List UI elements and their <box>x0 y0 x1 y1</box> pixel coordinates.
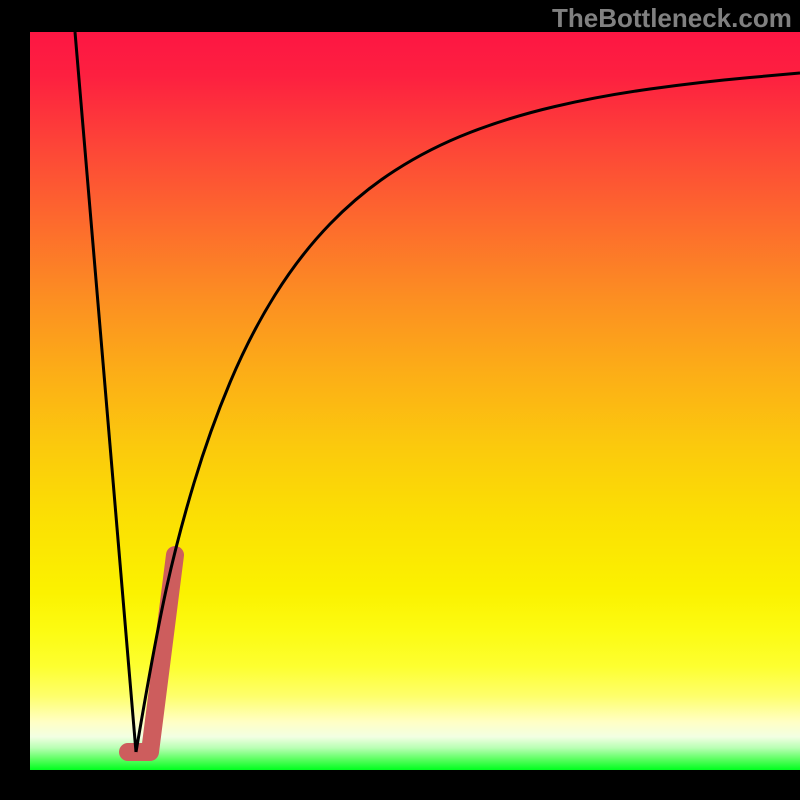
attribution-text: TheBottleneck.com <box>552 3 792 34</box>
bottleneck-chart <box>0 0 800 800</box>
chart-frame-border <box>0 770 800 800</box>
chart-frame-border <box>0 0 30 800</box>
chart-gradient-background <box>30 32 800 770</box>
